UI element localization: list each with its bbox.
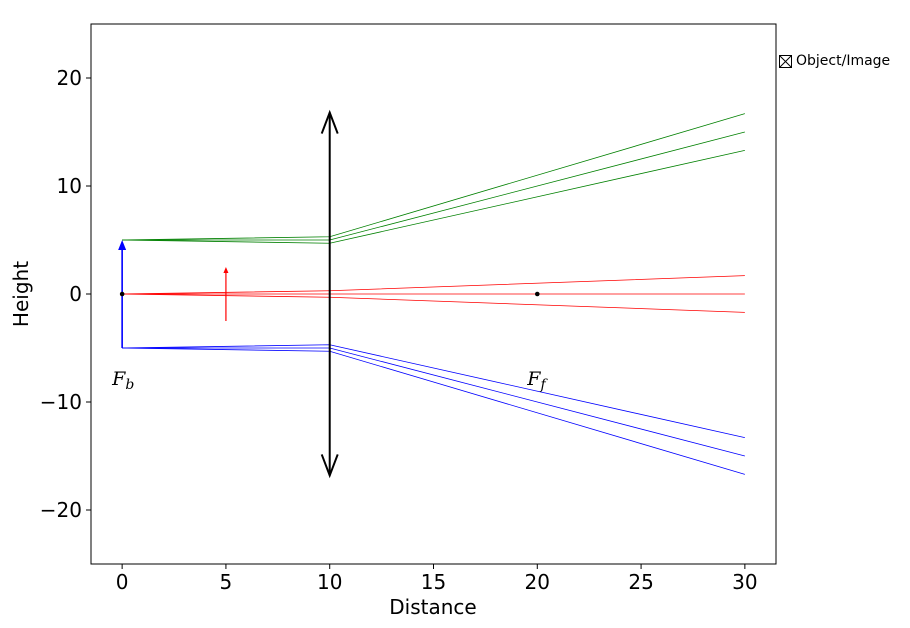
- ray-series-2: [122, 131, 745, 241]
- focal-layer: Fb Ff: [111, 291, 548, 393]
- ray-series-7: [122, 344, 745, 439]
- y-tick-label: 10: [57, 174, 82, 198]
- x-tick-label: 20: [525, 570, 550, 594]
- focal-point-f: [534, 291, 540, 297]
- focal-point-b: [119, 291, 125, 297]
- lens-top-arrowhead: [320, 109, 339, 134]
- lens-bottom-arrowhead: [320, 454, 339, 479]
- ray-series-8: [122, 347, 745, 457]
- focal-label-f: Ff: [526, 368, 548, 393]
- object-layer: [118, 240, 229, 348]
- ray-series-6: [122, 293, 745, 313]
- focal-label-b: Fb: [111, 368, 134, 393]
- y-tick-label: −20: [40, 498, 82, 522]
- y-tick-label: −10: [40, 390, 82, 414]
- y-axis-title: Height: [9, 261, 33, 327]
- object-arrow: [118, 240, 127, 348]
- tick-layer: 0 5 10 15 20 25 30 −20 −10 0 10 20: [40, 66, 758, 594]
- image-arrow-head: [223, 267, 229, 273]
- y-tick-label: 20: [57, 66, 82, 90]
- ray-series-1: [122, 113, 745, 241]
- x-tick-label: 15: [421, 570, 446, 594]
- y-tick-label: 0: [69, 282, 82, 306]
- x-tick-label: 5: [220, 570, 233, 594]
- image-arrow: [223, 267, 229, 321]
- legend-marker-icon: [779, 54, 792, 68]
- ray-series-4: [122, 275, 745, 295]
- legend-label: Object/Image: [796, 53, 891, 69]
- ray-series-9: [122, 347, 745, 475]
- x-axis-title: Distance: [389, 595, 476, 619]
- legend: Object/Image: [779, 53, 890, 69]
- x-tick-label: 30: [732, 570, 757, 594]
- x-tick-label: 25: [628, 570, 653, 594]
- x-tick-label: 0: [116, 570, 129, 594]
- ray-series-layer: [122, 113, 745, 475]
- lens-layer: [320, 109, 339, 479]
- x-tick-label: 10: [317, 570, 342, 594]
- ray-series-3: [122, 149, 745, 244]
- object-arrow-head: [118, 240, 127, 250]
